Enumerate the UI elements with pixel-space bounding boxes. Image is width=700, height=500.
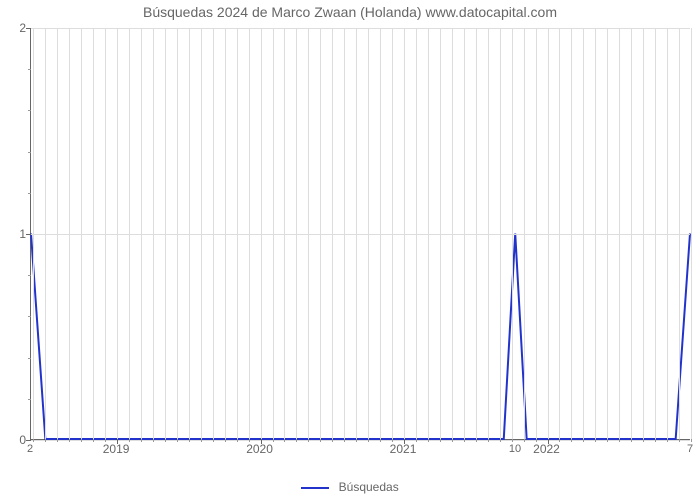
ytick-label: 2 — [10, 21, 26, 35]
plot-area — [30, 28, 690, 440]
chart-title: Búsquedas 2024 de Marco Zwaan (Holanda) … — [0, 4, 700, 20]
xtick-label: 2021 — [390, 442, 417, 456]
data-point-label: 10 — [509, 443, 521, 455]
data-point-label: 2 — [27, 443, 33, 455]
ytick-label: 1 — [10, 227, 26, 241]
legend-label: Búsquedas — [339, 480, 399, 494]
ytick-label: 0 — [10, 433, 26, 447]
data-point-label: 7 — [687, 443, 693, 455]
chart-container: Búsquedas 2024 de Marco Zwaan (Holanda) … — [0, 0, 700, 500]
legend-swatch — [301, 487, 329, 489]
xtick-label: 2019 — [103, 442, 130, 456]
xtick-label: 2022 — [533, 442, 560, 456]
xtick-label: 2020 — [246, 442, 273, 456]
legend: Búsquedas — [0, 480, 700, 494]
